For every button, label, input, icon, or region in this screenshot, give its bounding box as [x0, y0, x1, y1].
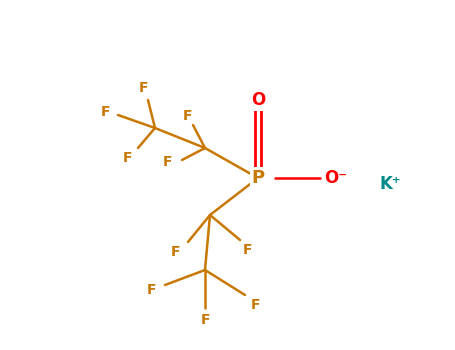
Text: F: F [183, 109, 193, 123]
Text: F: F [138, 81, 148, 95]
Text: F: F [200, 313, 210, 327]
Text: O⁻: O⁻ [324, 169, 348, 187]
Text: F: F [163, 155, 173, 169]
Text: F: F [250, 298, 260, 312]
Text: P: P [252, 169, 264, 187]
Text: F: F [147, 283, 157, 297]
Text: F: F [123, 151, 133, 165]
Text: F: F [100, 105, 110, 119]
Text: F: F [170, 245, 180, 259]
Text: O: O [251, 91, 265, 109]
Text: K⁺: K⁺ [379, 175, 401, 193]
Text: F: F [243, 243, 253, 257]
